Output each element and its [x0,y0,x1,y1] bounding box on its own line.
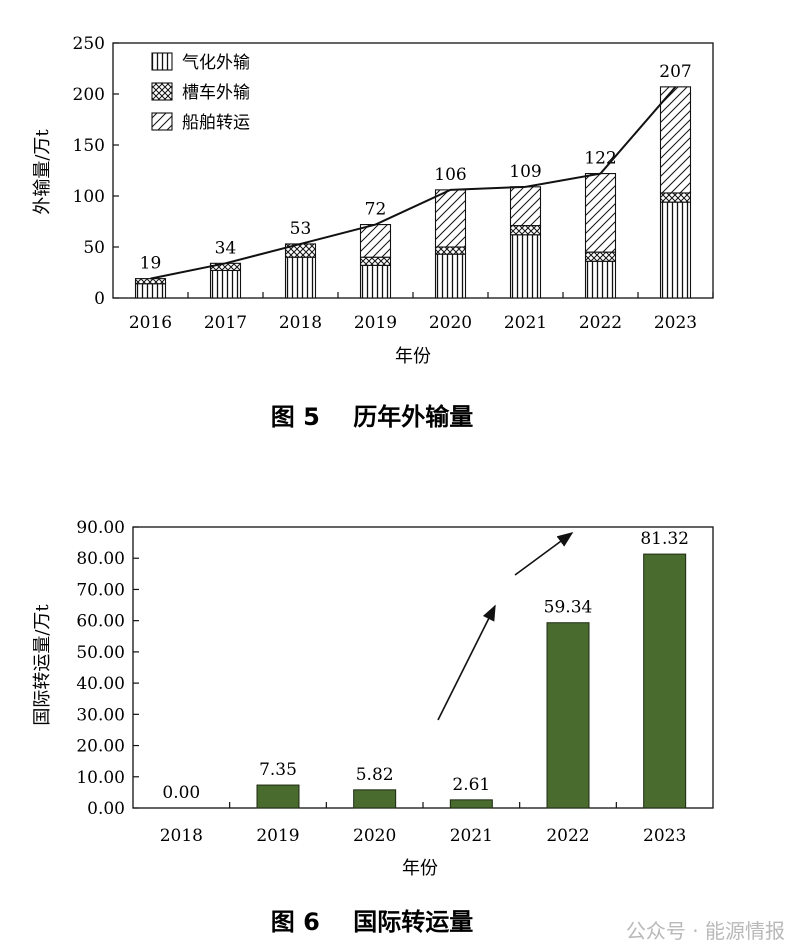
bar-total-label: 53 [290,219,312,239]
x-tick-label: 2022 [579,313,622,333]
bar-segment [511,235,541,298]
y-tick-label: 100 [73,187,105,207]
chart-annual-export: 0 50 100 150 200 250 2016 2017 2018 2019 2020 2021 2… [0,0,800,460]
watermark: 公众号 · 能源情报 [626,919,785,943]
bar-total-label: 106 [434,165,466,185]
bar-segment [361,265,391,298]
bar-value-label: 7.35 [259,760,297,780]
legend-label: 船舶转运 [182,113,250,133]
y-tick-label: 40.00 [76,674,125,694]
bar [354,790,396,808]
x-tick-label: 2023 [654,313,697,333]
bar-segment [511,187,541,226]
bar-value-label: 2.61 [452,775,490,795]
bar-segment [361,257,391,265]
bar [644,554,686,808]
x-tick-label: 2018 [279,313,322,333]
chart6-caption: 图 6 国际转运量 [271,908,473,936]
bar-total-label: 109 [509,162,541,182]
x-tick-label: 2021 [450,826,493,846]
chart6-frame [133,527,713,808]
bar-segment [661,193,691,202]
y-tick-label: 200 [73,85,105,105]
bar-value-label: 0.00 [162,783,200,803]
bar-total-label: 72 [365,200,387,220]
y-tick-label: 150 [73,136,105,156]
x-tick-label: 2016 [129,313,172,333]
bar [547,623,589,808]
bar-segment [211,263,241,270]
y-tick-label: 0 [94,289,105,309]
legend-swatch [152,83,172,100]
chart5-caption: 图 5 历年外输量 [271,403,473,431]
x-tick-label: 2019 [256,826,299,846]
bar-segment [361,225,391,258]
y-tick-label: 0.00 [87,799,125,819]
y-tick-label: 50 [83,238,105,258]
y-tick-label: 60.00 [76,612,125,632]
bar-segment [136,279,166,284]
bar-segment [436,254,466,298]
y-tick-label: 80.00 [76,549,125,569]
bar-segment [436,247,466,254]
bar [257,785,299,808]
bar-total-label: 207 [659,62,691,82]
bar-segment [661,87,691,193]
chart5-ylabel: 外输量/万t [32,129,53,215]
y-tick-label: 20.00 [76,737,125,757]
chart6-xlabel: 年份 [402,858,438,879]
bar-value-label: 81.32 [640,529,689,549]
bar-segment [136,284,166,298]
chart5-xlabel: 年份 [395,346,431,367]
x-tick-label: 2023 [643,826,686,846]
x-tick-label: 2020 [429,313,472,333]
chart6-bars [257,554,686,808]
y-tick-label: 10.00 [76,768,125,788]
x-tick-label: 2017 [204,313,247,333]
y-tick-label: 50.00 [76,643,125,663]
y-tick-label: 90.00 [76,518,125,538]
bar-segment [211,270,241,298]
bar-segment [436,190,466,247]
bar-total-label: 122 [584,149,616,169]
chart5-axes: 0 50 100 150 200 250 2016 2017 2018 2019 2020 2021 2… [73,34,713,333]
y-tick-label: 30.00 [76,705,125,725]
x-tick-label: 2021 [504,313,547,333]
chart-international-transfer: 0.00 10.00 20.00 30.00 40.00 50.00 60.00 70.00 8… [0,460,800,949]
x-tick-label: 2019 [354,313,397,333]
legend-swatch [152,113,172,130]
bar-total-label: 19 [140,254,162,274]
trend-arrow-lower [438,606,495,720]
legend-label: 气化外输 [182,53,250,73]
y-tick-label: 70.00 [76,580,125,600]
y-tick-label: 250 [73,34,105,54]
chart6-labels: 0.00 7.35 5.82 2.61 59.34 81.32 [162,529,689,803]
bar [450,800,492,808]
bar-segment [511,226,541,235]
bar-value-label: 59.34 [544,598,593,618]
chart6-ylabel: 国际转运量/万t [32,604,53,726]
bar-segment [661,202,691,298]
bar-total-label: 34 [215,238,237,258]
trend-arrow-upper [515,533,572,575]
bar-segment [586,261,616,298]
legend-swatch [152,53,172,70]
legend-label: 槽车外输 [182,83,250,103]
x-tick-label: 2018 [160,826,203,846]
chart5-frame [113,43,713,298]
bar-segment [286,257,316,298]
bar-segment [586,252,616,261]
bar-segment [586,174,616,253]
x-tick-label: 2022 [546,826,589,846]
x-tick-label: 2020 [353,826,396,846]
bar-value-label: 5.82 [356,765,394,785]
